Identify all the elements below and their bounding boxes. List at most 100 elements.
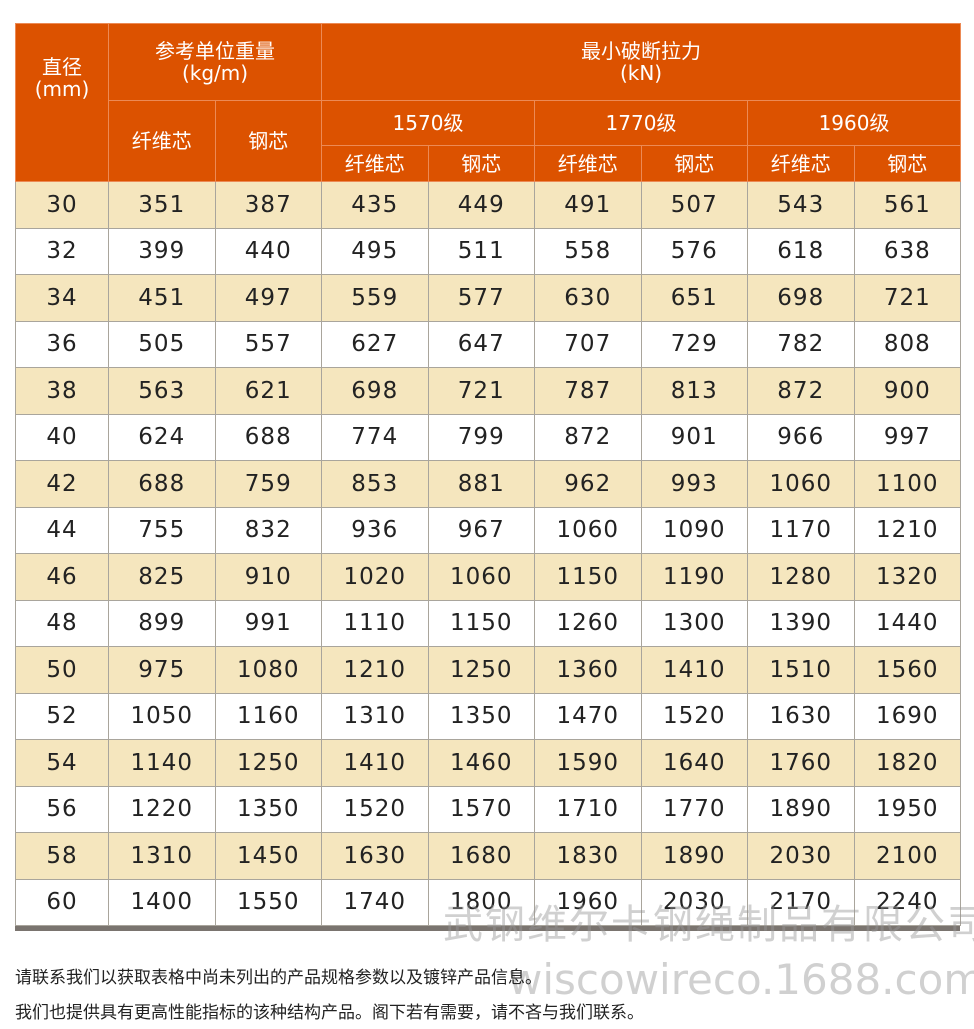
value-cell: 1560 (853, 646, 962, 694)
value-cell: 1960 (534, 879, 642, 926)
table-row: 36 505 557 627 647 707 729 782 808 (15, 321, 962, 368)
value-cell: 872 (747, 367, 855, 415)
value-cell: 1740 (321, 879, 429, 926)
table-row: 52 1050 1160 1310 1350 1470 1520 1630 1690 (15, 693, 962, 740)
value-cell: 759 (214, 460, 322, 508)
weight-label: 参考单位重量 (155, 39, 275, 63)
value-cell: 563 (108, 367, 216, 415)
value-cell: 1060 (427, 553, 535, 601)
value-cell: 688 (214, 414, 322, 461)
diameter-cell: 42 (15, 460, 109, 508)
diameter-cell: 36 (15, 321, 109, 368)
weight-unit: (kg/m) (181, 61, 249, 85)
value-cell: 962 (534, 460, 642, 508)
value-cell: 729 (640, 321, 748, 368)
value-cell: 975 (108, 646, 216, 694)
value-cell: 559 (321, 274, 429, 322)
value-cell: 1510 (747, 646, 855, 694)
diameter-cell: 44 (15, 507, 109, 554)
table-row: 44 755 832 936 967 1060 1090 1170 1210 (15, 507, 962, 554)
value-cell: 1640 (640, 739, 748, 787)
value-cell: 721 (427, 367, 535, 415)
value-cell: 1630 (747, 693, 855, 740)
value-cell: 2240 (853, 879, 962, 926)
value-cell: 1260 (534, 600, 642, 647)
value-cell: 651 (640, 274, 748, 322)
table-row: 38 563 621 698 721 787 813 872 900 (15, 367, 962, 415)
diameter-cell: 48 (15, 600, 109, 647)
value-cell: 1890 (640, 832, 748, 880)
value-cell: 1150 (534, 553, 642, 601)
value-cell: 1410 (640, 646, 748, 694)
value-cell: 1630 (321, 832, 429, 880)
table-row: 56 1220 1350 1520 1570 1710 1770 1890 1950 (15, 786, 962, 833)
value-cell: 630 (534, 274, 642, 322)
grade-1570: 1570级 (321, 100, 535, 146)
steel-core-1960: 钢芯 (853, 145, 962, 182)
value-cell: 1360 (534, 646, 642, 694)
value-cell: 832 (214, 507, 322, 554)
value-cell: 2030 (747, 832, 855, 880)
value-cell: 688 (108, 460, 216, 508)
table-row: 40 624 688 774 799 872 901 966 997 (15, 414, 962, 461)
value-cell: 901 (640, 414, 748, 461)
weight-fiber-core: 纤维芯 (108, 100, 216, 182)
value-cell: 2100 (853, 832, 962, 880)
value-cell: 1020 (321, 553, 429, 601)
table-row: 42 688 759 853 881 962 993 1060 1100 (15, 460, 962, 508)
value-cell: 993 (640, 460, 748, 508)
value-cell: 1680 (427, 832, 535, 880)
value-cell: 621 (214, 367, 322, 415)
diameter-cell: 54 (15, 739, 109, 787)
value-cell: 967 (427, 507, 535, 554)
value-cell: 1710 (534, 786, 642, 833)
value-cell: 774 (321, 414, 429, 461)
value-cell: 698 (747, 274, 855, 322)
diameter-header: 直径 (mm) (15, 23, 109, 182)
value-cell: 399 (108, 228, 216, 275)
value-cell: 505 (108, 321, 216, 368)
steel-core-1770: 钢芯 (640, 145, 748, 182)
value-cell: 624 (108, 414, 216, 461)
grade-1770: 1770级 (534, 100, 748, 146)
table-bottom-rule (15, 926, 960, 931)
value-cell: 1280 (747, 553, 855, 601)
value-cell: 1310 (321, 693, 429, 740)
value-cell: 618 (747, 228, 855, 275)
value-cell: 1770 (640, 786, 748, 833)
diameter-cell: 38 (15, 367, 109, 415)
value-cell: 900 (853, 367, 962, 415)
value-cell: 576 (640, 228, 748, 275)
value-cell: 435 (321, 181, 429, 229)
value-cell: 881 (427, 460, 535, 508)
value-cell: 1950 (853, 786, 962, 833)
watermark-site: wiscowireco.1688.com (508, 955, 974, 1004)
value-cell: 449 (427, 181, 535, 229)
value-cell: 872 (534, 414, 642, 461)
value-cell: 799 (427, 414, 535, 461)
value-cell: 1830 (534, 832, 642, 880)
value-cell: 997 (853, 414, 962, 461)
value-cell: 387 (214, 181, 322, 229)
diameter-cell: 58 (15, 832, 109, 880)
value-cell: 1060 (534, 507, 642, 554)
value-cell: 507 (640, 181, 748, 229)
value-cell: 440 (214, 228, 322, 275)
value-cell: 1250 (427, 646, 535, 694)
value-cell: 808 (853, 321, 962, 368)
fiber-core-1960: 纤维芯 (747, 145, 855, 182)
value-cell: 1080 (214, 646, 322, 694)
value-cell: 782 (747, 321, 855, 368)
value-cell: 1100 (853, 460, 962, 508)
weight-header: 参考单位重量 (kg/m) (108, 23, 322, 101)
value-cell: 1110 (321, 600, 429, 647)
value-cell: 1090 (640, 507, 748, 554)
value-cell: 511 (427, 228, 535, 275)
value-cell: 1520 (640, 693, 748, 740)
note-2: 我们也提供具有更高性能指标的该种结构产品。阁下若有需要，请不吝与我们联系。 (15, 1003, 644, 1023)
value-cell: 698 (321, 367, 429, 415)
value-cell: 1800 (427, 879, 535, 926)
value-cell: 1310 (108, 832, 216, 880)
force-unit: (kN) (619, 61, 663, 85)
diameter-cell: 46 (15, 553, 109, 601)
